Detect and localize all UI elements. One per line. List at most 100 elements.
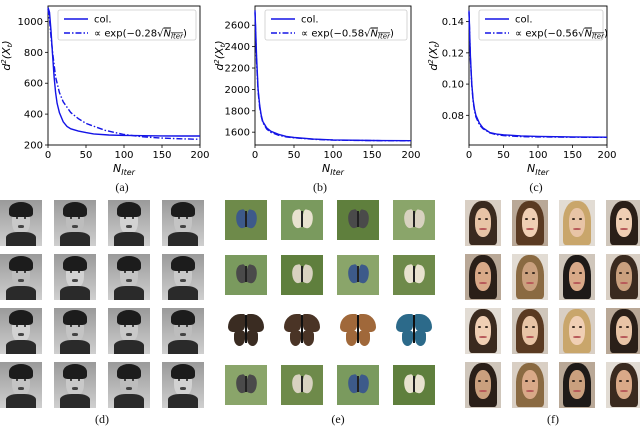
thumbnail-image — [162, 362, 204, 408]
chart-panel-a: 0 50 100 150 200 200 400 600 800 1000 NIter d2(Xt) c… — [0, 5, 210, 175]
y-tick-label: 800 — [24, 48, 43, 59]
legend-label: col. — [301, 15, 319, 26]
image-grid-butterflies — [225, 200, 440, 408]
x-tick-label: 100 — [323, 150, 342, 161]
thumbnail-image — [0, 254, 42, 300]
thumbnail-image — [606, 362, 640, 408]
thumbnail-image — [108, 308, 150, 354]
x-axis-label: NIter — [113, 162, 136, 175]
y-axis-label: d2(Xt) — [427, 40, 441, 70]
thumbnail-image — [162, 308, 204, 354]
caption-d: (d) — [95, 412, 109, 426]
legend-label: col. — [515, 15, 533, 26]
chart-panel-c: 0 50 100 150 200 0.08 0.10 0.12 0.14 NIter d2(Xt) c… — [427, 5, 617, 175]
series-line-exp-fit — [468, 12, 608, 139]
y-tick-label: 200 — [24, 141, 43, 152]
thumbnail-image — [281, 255, 323, 295]
thumbnail-image — [225, 365, 267, 405]
thumbnail-image — [393, 255, 435, 295]
image-grid-faces-gray — [0, 200, 204, 408]
legend-label: ∝ exp(−0.28√NIter) — [94, 29, 187, 41]
x-tick-label: 150 — [152, 150, 171, 161]
thumbnail-image — [337, 365, 379, 405]
y-tick-label: 0.14 — [442, 17, 464, 28]
series-line-exp-fit — [47, 9, 201, 140]
y-tick-label: 600 — [24, 79, 43, 90]
legend-box — [264, 9, 408, 41]
thumbnail-image — [162, 254, 204, 300]
x-tick-label: 50 — [288, 150, 301, 161]
thumbnail-image — [465, 254, 501, 300]
thumbnail-image — [337, 200, 379, 240]
y-axis-label: d2(Xt) — [0, 40, 14, 70]
thumbnail-image — [225, 255, 267, 295]
x-tick-label: 200 — [190, 150, 209, 161]
x-axis-label: NIter — [322, 162, 345, 175]
thumbnail-image — [0, 308, 42, 354]
thumbnail-image — [393, 365, 435, 405]
y-tick-label: 1600 — [225, 128, 250, 139]
x-tick-label: 100 — [528, 150, 547, 161]
thumbnail-image — [393, 310, 435, 350]
legend-label: col. — [94, 15, 112, 26]
y-tick-label: 0.12 — [442, 48, 464, 59]
series-line-exp-fit — [254, 12, 412, 142]
thumbnail-image — [108, 362, 150, 408]
legend-box — [478, 9, 604, 41]
x-tick-label: 200 — [597, 150, 616, 161]
x-axis-label: NIter — [527, 162, 550, 175]
x-tick-label: 50 — [80, 150, 93, 161]
thumbnail-image — [162, 200, 204, 246]
thumbnail-image — [337, 255, 379, 295]
thumbnail-image — [281, 310, 323, 350]
thumbnail-image — [108, 254, 150, 300]
caption-e: (e) — [331, 412, 345, 426]
thumbnail-image — [0, 200, 42, 246]
x-tick-label: 0 — [466, 150, 472, 161]
thumbnail-image — [606, 254, 640, 300]
thumbnail-image — [559, 362, 595, 408]
x-tick-label: 0 — [45, 150, 51, 161]
y-tick-label: 2200 — [225, 64, 250, 75]
thumbnail-image — [0, 362, 42, 408]
thumbnail-image — [559, 308, 595, 354]
thumbnail-image — [54, 308, 96, 354]
y-tick-label: 2600 — [225, 21, 250, 32]
thumbnail-image — [225, 310, 267, 350]
thumbnail-image — [281, 200, 323, 240]
thumbnail-image — [512, 308, 548, 354]
thumbnail-image — [606, 200, 640, 246]
thumbnail-image — [393, 200, 435, 240]
x-tick-label: 100 — [114, 150, 133, 161]
thumbnail-image — [512, 362, 548, 408]
y-tick-label: 0.08 — [442, 111, 464, 122]
y-tick-label: 2000 — [225, 85, 250, 96]
thumbnail-image — [54, 254, 96, 300]
thumbnail-image — [465, 200, 501, 246]
thumbnail-image — [337, 310, 379, 350]
y-tick-label: 1800 — [225, 106, 250, 117]
chart-panel-b: 0 50 100 150 200 1600 1800 2000 2200 2400 2600 NIte… — [213, 5, 421, 175]
caption-a: (a) — [115, 180, 129, 194]
legend-box — [57, 9, 197, 41]
y-tick-label: 2400 — [225, 42, 250, 53]
thumbnail-image — [465, 362, 501, 408]
legend-label: ∝ exp(−0.56√NIter) — [515, 29, 608, 41]
x-tick-label: 200 — [401, 150, 420, 161]
thumbnail-image — [559, 254, 595, 300]
x-tick-label: 50 — [497, 150, 510, 161]
thumbnail-image — [512, 254, 548, 300]
caption-c: (c) — [529, 180, 543, 194]
y-tick-label: 1000 — [18, 17, 43, 28]
thumbnail-image — [281, 365, 323, 405]
thumbnail-image — [606, 308, 640, 354]
thumbnail-image — [465, 308, 501, 354]
x-tick-label: 150 — [362, 150, 381, 161]
thumbnail-image — [54, 362, 96, 408]
caption-b: (b) — [313, 180, 327, 194]
thumbnail-image — [225, 200, 267, 240]
caption-f: (f) — [547, 412, 559, 426]
x-tick-label: 0 — [252, 150, 258, 161]
thumbnail-image — [108, 200, 150, 246]
image-grid-celebrity-faces — [465, 200, 640, 408]
